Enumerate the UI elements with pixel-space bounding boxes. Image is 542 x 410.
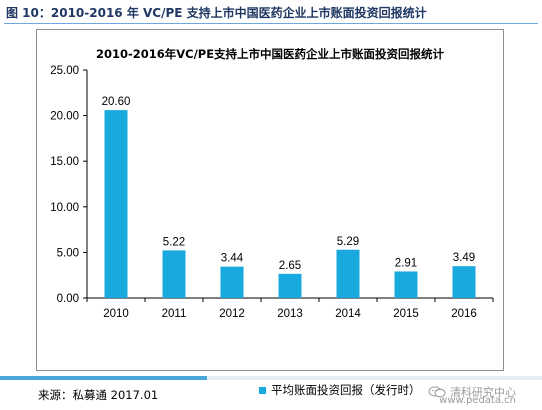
data-label: 3.44 — [221, 253, 244, 265]
data-label: 20.60 — [102, 96, 131, 108]
y-tick-label: 25.00 — [50, 65, 79, 77]
chart-title: 2010-2016年VC/PE支持上市中国医药企业上市账面投资回报统计 — [95, 47, 445, 61]
y-tick-label: 5.00 — [57, 247, 79, 259]
bar — [220, 266, 244, 298]
y-tick-label: 15.00 — [50, 156, 79, 168]
bar-chart: 0.00 5.00 10.00 15.00 20.00 25.00 20.60 2010 5.2… — [50, 65, 494, 320]
source-note: 来源：私募通 2017.01 — [38, 388, 159, 402]
bar — [394, 271, 418, 298]
x-tick-label: 2011 — [162, 308, 187, 320]
bar — [162, 250, 186, 298]
legend-swatch — [259, 386, 266, 394]
bar — [336, 249, 360, 298]
footer-bar-accent — [0, 376, 207, 380]
x-tick-label: 2015 — [393, 308, 419, 320]
chart-frame: 2010-2016年VC/PE支持上市中国医药企业上市账面投资回报统计 0.00… — [36, 29, 504, 397]
footer-bar — [0, 376, 542, 380]
data-label: 2.91 — [395, 257, 417, 269]
bar — [278, 273, 302, 298]
wechat-icon — [428, 386, 446, 398]
data-label: 2.65 — [279, 260, 301, 272]
y-tick-label: 10.00 — [50, 202, 79, 214]
x-tick-label: 2016 — [451, 308, 477, 320]
y-tick-label: 20.00 — [50, 111, 79, 123]
caption-divider — [4, 23, 538, 24]
chart-legend: 平均账面投资回报（发行时） — [259, 382, 421, 398]
bar — [104, 110, 128, 299]
x-tick-label: 2014 — [335, 308, 361, 320]
figure-caption: 图 10：2010-2016 年 VC/PE 支持上市中国医药企业上市账面投资回… — [6, 6, 427, 20]
x-tick-label: 2010 — [103, 308, 129, 320]
watermark-site: www.pedata.cn — [439, 395, 516, 406]
x-tick-label: 2013 — [277, 308, 303, 320]
x-tick-label: 2012 — [219, 308, 245, 320]
data-label: 5.29 — [337, 236, 359, 248]
data-label: 3.49 — [453, 252, 475, 264]
bar — [452, 266, 476, 298]
y-tick-label: 0.00 — [57, 293, 79, 305]
data-label: 5.22 — [163, 236, 185, 248]
legend-label: 平均账面投资回报（发行时） — [271, 383, 421, 397]
watermark: 清科研究中心 www.pedata.cn — [428, 384, 516, 406]
watermark-name: 清科研究中心 — [450, 386, 516, 399]
